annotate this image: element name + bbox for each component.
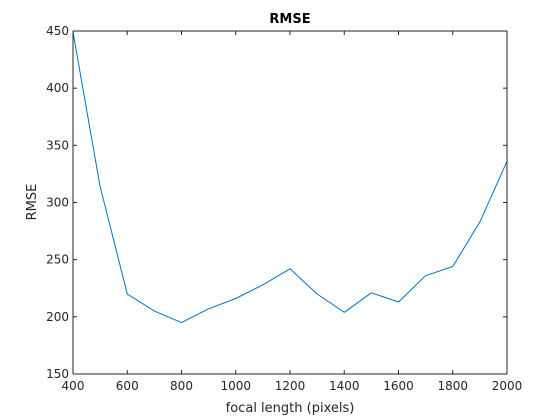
y-axis-label: RMSE (25, 184, 40, 221)
y-tick-label: 450 (46, 24, 69, 38)
y-tick-label: 200 (46, 310, 69, 324)
series-line (72, 31, 508, 324)
y-tick-label: 300 (46, 196, 69, 210)
x-tick-label: 600 (116, 379, 139, 393)
x-tick-label: 800 (170, 379, 193, 393)
x-axis-label: focal length (pixels) (226, 401, 355, 416)
x-tick-label: 2000 (492, 379, 523, 393)
ticks-layer: 400 600 800 1000 1200 1400 1600 1800 2000 150 200 2… (46, 24, 522, 393)
chart-title: RMSE (269, 12, 310, 27)
plot-area (73, 31, 507, 374)
x-tick-label: 400 (62, 379, 85, 393)
y-tick-label: 250 (46, 253, 69, 267)
y-tick-label: 400 (46, 81, 69, 95)
y-tick-label: 350 (46, 138, 69, 152)
x-tick-label: 1200 (275, 379, 306, 393)
x-tick-label: 1800 (437, 379, 468, 393)
x-tick-label: 1400 (329, 379, 360, 393)
x-tick-label: 1000 (220, 379, 251, 393)
x-tick-label: 1600 (383, 379, 414, 393)
y-tick-label: 150 (46, 367, 69, 381)
series-layer (72, 31, 508, 324)
